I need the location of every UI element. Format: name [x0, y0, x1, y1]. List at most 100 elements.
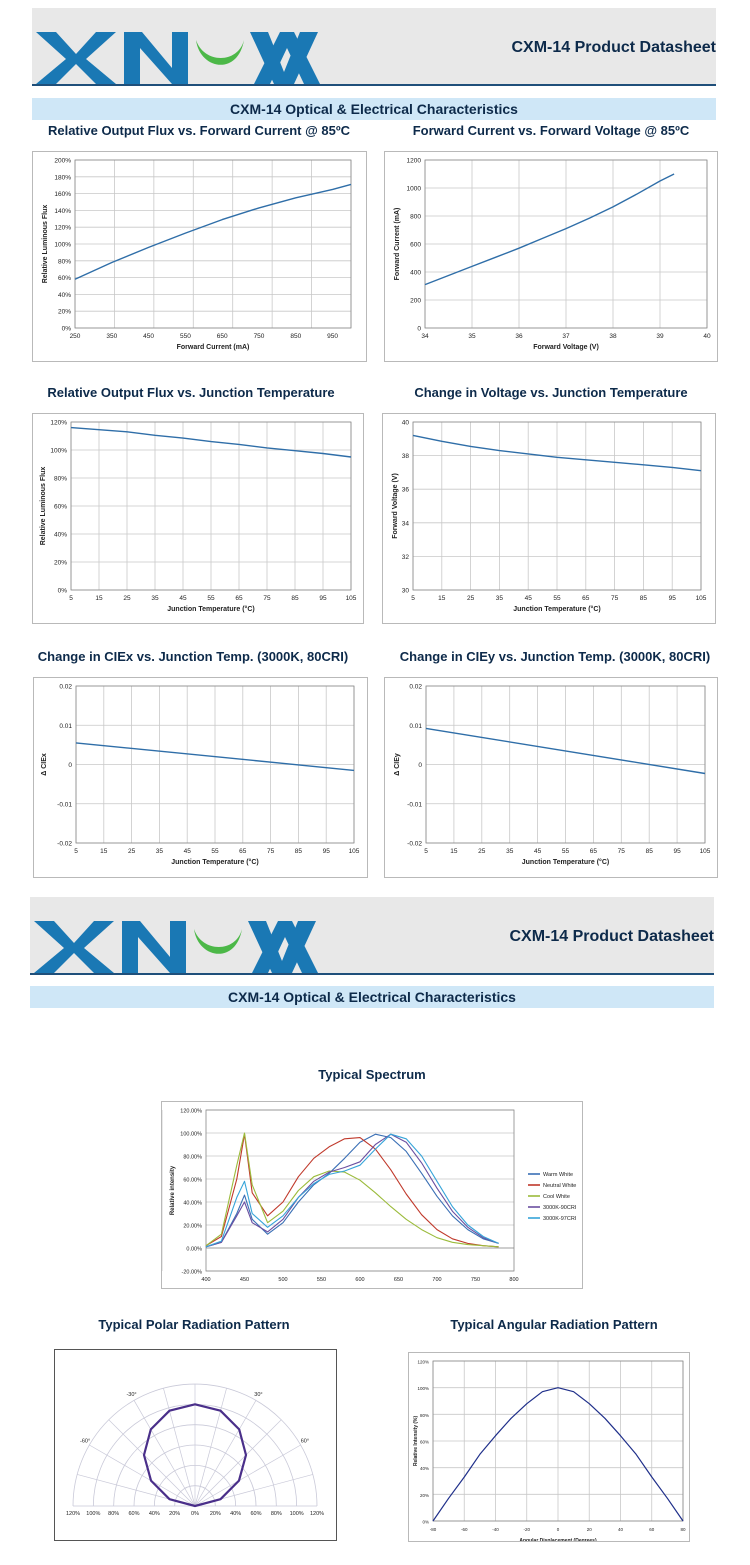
y-tick-label: 30: [402, 588, 410, 595]
spectrum-title: Typical Spectrum: [318, 1067, 426, 1082]
polar-angle-label: 30°: [254, 1392, 262, 1398]
x-tick-label: 75: [611, 595, 619, 602]
brand-logo: [36, 32, 318, 84]
x-tick-label: 105: [696, 595, 707, 602]
x-tick-label: 800: [509, 1277, 518, 1283]
y-tick-label: 32: [402, 554, 410, 561]
y-tick-label: 0%: [62, 326, 72, 333]
x-tick-label: 55: [211, 848, 219, 855]
chart-ciey-temp: -0.02 -0.01 0 0.01 0.02 5 15 25 35 45 55 65 75 85 95 10…: [394, 684, 711, 867]
polar-radial-label: 100%: [86, 1511, 100, 1517]
header-rule: [32, 84, 716, 86]
x-tick-label: 85: [295, 848, 303, 855]
chart-flux-temp: 0% 20% 40% 60% 80% 100% 120% 5 15 25 35 45 55 65 75 85 9…: [40, 420, 357, 614]
y-tick-label: 1000: [407, 186, 422, 193]
polar-radial-label: 40%: [230, 1511, 241, 1517]
y-tick-label: 100.00%: [180, 1132, 202, 1138]
chart-title-flux-temp: Relative Output Flux vs. Junction Temper…: [47, 385, 335, 400]
y-tick-label: 20%: [420, 1493, 429, 1498]
y-tick-label: -0.01: [407, 801, 422, 808]
chart-spectrum: -20.00% 0.00% 20.00% 40.00% 60.00% 80.00% 100.…: [161, 1109, 577, 1294]
x-tick-label: 45: [184, 848, 192, 855]
x-tick-label: 55: [553, 595, 561, 602]
y-tick-label: 40%: [420, 1466, 429, 1471]
plot-frame: [70, 421, 352, 591]
y-tick-label: 120.00%: [180, 1109, 202, 1115]
y-axis-label: Δ CIEx: [41, 753, 48, 776]
angular-title: Typical Angular Radiation Pattern: [450, 1317, 658, 1332]
y-tick-label: 1200: [407, 158, 422, 165]
legend-label: Neutral White: [543, 1183, 576, 1189]
y-tick-label: 100%: [50, 448, 67, 455]
y-tick-label: 0.02: [59, 684, 72, 691]
x-tick-label: 350: [106, 333, 117, 340]
datasheet-title-2: CXM-14 Product Datasheet: [509, 928, 715, 945]
legend-label: Cool White: [543, 1194, 570, 1200]
series-line-3000k-97cri: [205, 1133, 499, 1248]
x-tick-label: 40: [618, 1527, 624, 1532]
chart-panel-ciex-temp: -0.02 -0.01 0 0.01 0.02 5 15 25 35 45 55 65 75 85 95 10…: [33, 677, 368, 878]
y-axis-label: Relative intensity: [170, 1165, 176, 1215]
x-tick-label: 80: [680, 1527, 686, 1532]
x-tick-label: 550: [317, 1277, 326, 1283]
polar-radial-label: 100%: [290, 1511, 304, 1517]
x-tick-label: 600: [355, 1277, 364, 1283]
y-tick-label: 100%: [54, 242, 71, 249]
chart-voltage-temp: 30 32 34 36 38 40 5 15 25 35 45 55 65 75 85 95 105 Juncti…: [392, 420, 707, 614]
legend-label: 3000K-97CRI: [543, 1216, 577, 1222]
y-tick-label: 38: [402, 453, 410, 460]
x-tick-label: 750: [254, 333, 265, 340]
x-tick-label: -20: [523, 1527, 530, 1532]
x-tick-label: 39: [656, 333, 664, 340]
x-tick-label: -80: [430, 1527, 437, 1532]
section-title-2: CXM-14 Optical & Electrical Characterist…: [30, 986, 714, 1008]
y-axis-label: Relative Luminous Flux: [42, 205, 49, 284]
x-tick-label: 5: [74, 848, 78, 855]
series-line: [75, 742, 355, 772]
series-line: [412, 434, 702, 472]
y-tick-label: 60%: [58, 275, 71, 282]
x-tick-label: 65: [235, 595, 243, 602]
series-line-neutral-white: [205, 1133, 499, 1248]
x-tick-label: 5: [69, 595, 73, 602]
chart-title-voltage-temp: Change in Voltage vs. Junction Temperatu…: [414, 385, 688, 400]
x-tick-label: 75: [267, 848, 275, 855]
x-tick-label: 850: [290, 333, 301, 340]
x-tick-label: 65: [239, 848, 247, 855]
x-axis-label: Forward Voltage (V): [533, 344, 599, 351]
y-axis-label: Forward Voltage (V): [392, 473, 399, 539]
x-tick-label: 450: [240, 1277, 249, 1283]
y-tick-label: 100%: [417, 1386, 429, 1391]
x-tick-label: 700: [432, 1277, 441, 1283]
series-line: [424, 173, 675, 286]
x-tick-label: 35: [468, 333, 476, 340]
brand-logo-2-a: [252, 921, 318, 973]
x-tick-label: 500: [278, 1277, 287, 1283]
x-tick-label: 35: [496, 595, 504, 602]
brand-logo-a: [254, 32, 320, 84]
y-tick-label: 40: [402, 420, 410, 427]
polar-radial-label: 20%: [169, 1511, 180, 1517]
x-tick-label: 5: [411, 595, 415, 602]
y-tick-label: 80%: [420, 1413, 429, 1418]
y-tick-label: 40%: [54, 532, 67, 539]
y-tick-label: 60.00%: [183, 1178, 202, 1184]
x-tick-label: 105: [700, 848, 711, 855]
y-tick-label: 400: [410, 270, 421, 277]
plot-frame: [412, 421, 702, 591]
x-tick-label: 650: [394, 1277, 403, 1283]
x-tick-label: 65: [590, 848, 598, 855]
x-tick-label: 105: [349, 848, 360, 855]
polar-spoke: [89, 1444, 196, 1507]
y-tick-label: 80%: [54, 476, 67, 483]
x-tick-label: 95: [323, 848, 331, 855]
chart-polar: -60° -30° 30° 60° 120% 120% 100% 100% 80% 80% 60% 6…: [66, 1383, 324, 1517]
polar-spoke: [194, 1444, 301, 1507]
x-tick-label: 950: [327, 333, 338, 340]
polar-radial-label: 60%: [128, 1511, 139, 1517]
y-tick-label: 0: [417, 326, 421, 333]
x-tick-label: 95: [669, 595, 677, 602]
x-tick-label: 34: [421, 333, 429, 340]
polar-radial-label: 120%: [66, 1511, 80, 1517]
chart-panel-ciey-temp: -0.02 -0.01 0 0.01 0.02 5 15 25 35 45 55 65 75 85 95 10…: [384, 677, 718, 878]
